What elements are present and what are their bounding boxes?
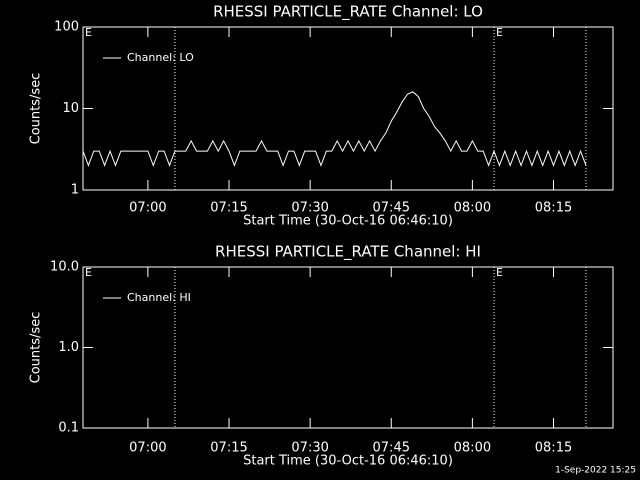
x-tick-label: 07:30 — [291, 441, 328, 456]
x-axis-label: Start Time (30-Oct-16 06:46:10) — [243, 454, 453, 469]
footer: 1-Sep-2022 15:25 — [555, 466, 636, 476]
y-tick-label: 0.1 — [58, 421, 79, 436]
y-tick-label: 1 — [71, 183, 79, 198]
y-axis-label: Counts/sec — [29, 312, 44, 384]
x-tick-label: 07:45 — [373, 201, 410, 216]
x-axis-label: Start Time (30-Oct-16 06:46:10) — [243, 214, 453, 229]
y-axis-label: Counts/sec — [29, 73, 44, 145]
x-tick-label: 07:45 — [373, 441, 410, 456]
chart-title: RHESSI PARTICLE_RATE Channel: LO — [213, 3, 483, 22]
x-tick-label: 07:00 — [129, 201, 166, 216]
x-tick-label: 07:15 — [210, 201, 247, 216]
series-line — [82, 91, 587, 167]
legend-label: Channel: LO — [127, 51, 194, 64]
y-tick-label: 100 — [54, 20, 79, 35]
x-tick-label: 07:15 — [210, 441, 247, 456]
x-tick-label: 08:15 — [535, 201, 572, 216]
x-tick-label: 07:30 — [291, 201, 328, 216]
y-tick-label: 10.0 — [50, 260, 79, 275]
legend-label: Channel: HI — [127, 291, 191, 304]
y-tick-label: 10 — [62, 101, 79, 116]
chart-title: RHESSI PARTICLE_RATE Channel: HI — [215, 243, 481, 262]
annotation: E — [496, 266, 503, 279]
annotation: E — [85, 266, 92, 279]
annotation: E — [496, 26, 503, 39]
annotation: E — [85, 26, 92, 39]
x-tick-label: 08:00 — [454, 441, 491, 456]
x-tick-label: 07:00 — [129, 441, 166, 456]
x-tick-label: 08:00 — [454, 201, 491, 216]
y-tick-label: 1.0 — [58, 340, 79, 355]
x-tick-label: 08:15 — [535, 441, 572, 456]
